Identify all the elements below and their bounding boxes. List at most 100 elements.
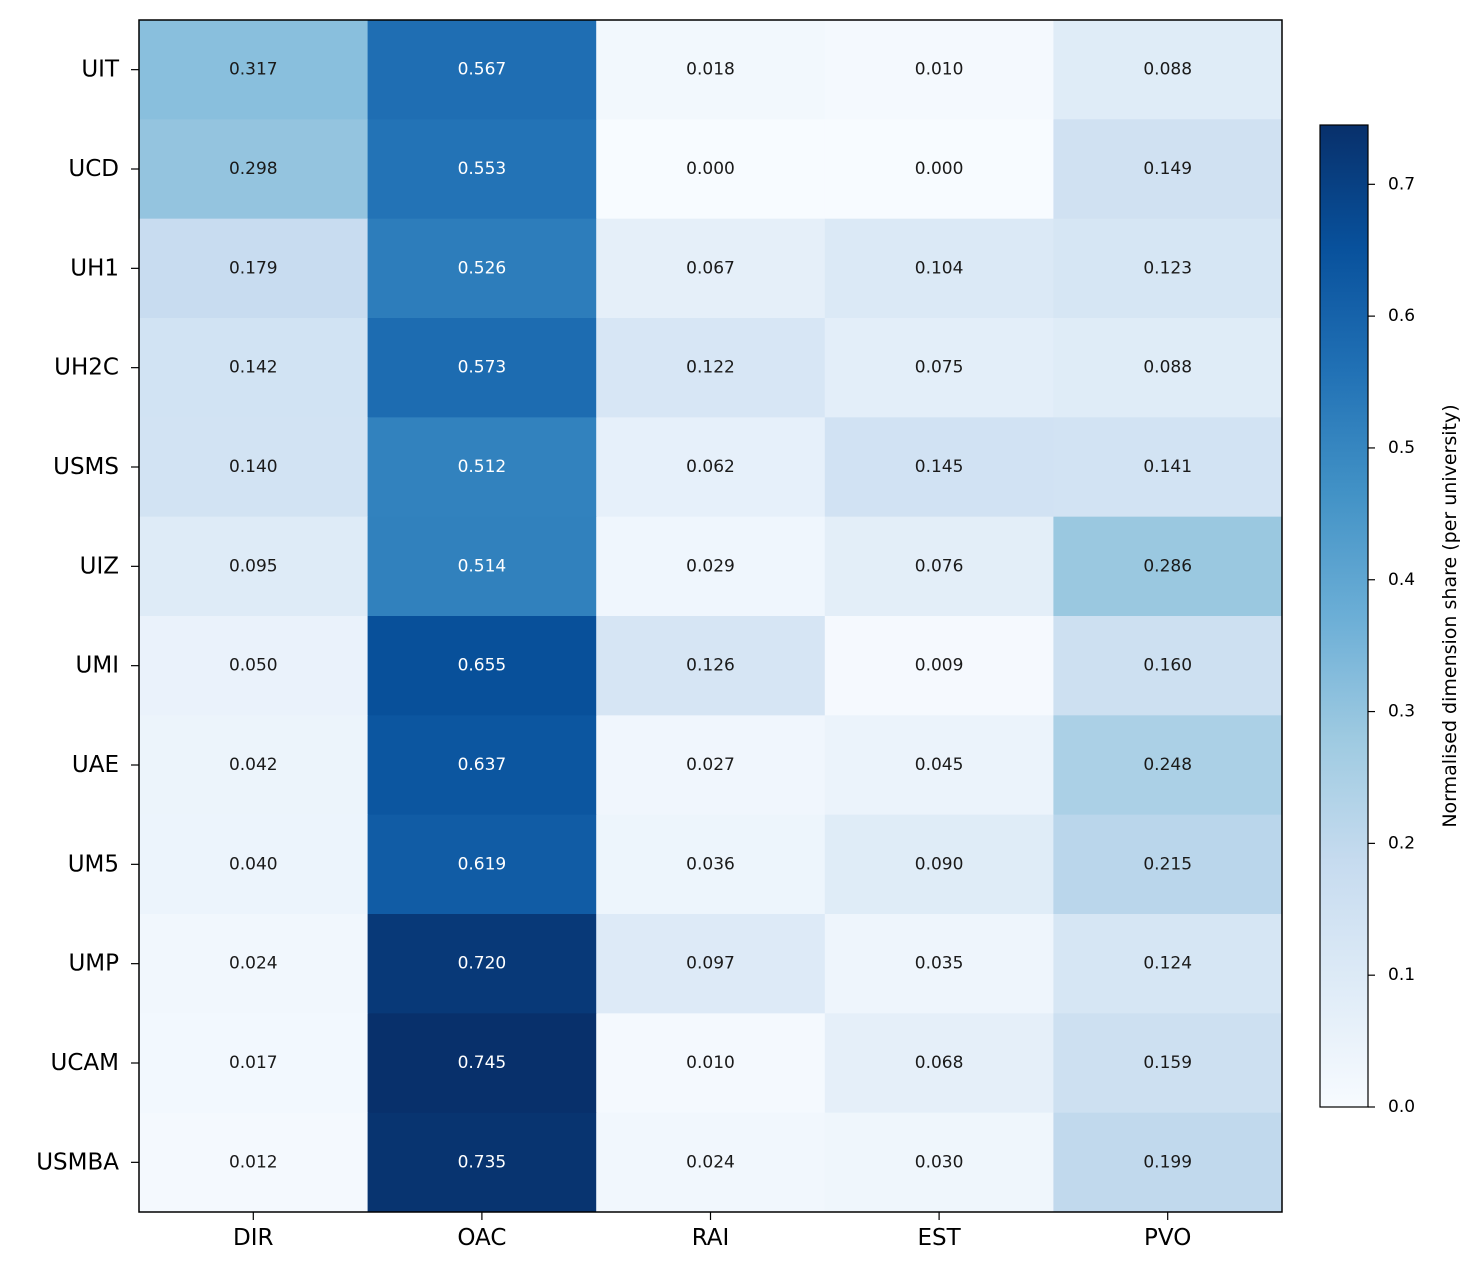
cell-value-label: 0.317 xyxy=(229,60,278,80)
y-tick-label: UCD xyxy=(68,156,119,182)
cell-value-label: 0.030 xyxy=(915,1152,964,1172)
heatmap-cell xyxy=(367,218,597,319)
heatmap-cell xyxy=(596,1013,826,1114)
heatmap-cell xyxy=(139,318,369,418)
heatmap-cell xyxy=(824,119,1054,220)
cell-value-label: 0.104 xyxy=(915,258,964,278)
heatmap-cell xyxy=(824,1112,1054,1213)
cell-value-label: 0.000 xyxy=(915,159,964,179)
heatmap-cell xyxy=(139,20,369,120)
x-axis: DIR OAC RAI EST PVO xyxy=(233,1212,1191,1251)
cell-value-label: 0.018 xyxy=(686,60,735,80)
heatmap-cell xyxy=(139,417,369,518)
heatmap-cell xyxy=(824,715,1054,816)
colorbar-tick-label: 0.5 xyxy=(1388,438,1415,458)
heatmap-cell xyxy=(139,914,369,1014)
colorbar-tick-label: 0.1 xyxy=(1388,965,1415,985)
y-tick-label: UCAM xyxy=(51,1050,119,1076)
heatmap-cell xyxy=(367,814,597,915)
cell-value-label: 0.735 xyxy=(458,1152,507,1172)
cell-value-label: 0.286 xyxy=(1143,556,1192,576)
cell-value-label: 0.012 xyxy=(229,1152,278,1172)
cell-value-label: 0.009 xyxy=(915,656,964,676)
colorbar-tick-label: 0.0 xyxy=(1388,1097,1415,1117)
x-tick-label: RAI xyxy=(692,1225,730,1251)
cell-value-label: 0.122 xyxy=(686,358,735,378)
cell-value-label: 0.215 xyxy=(1143,854,1192,874)
heatmap-cell xyxy=(139,516,369,617)
heatmap-cell xyxy=(1053,715,1283,816)
heatmap-cell xyxy=(139,1112,369,1213)
heatmap-cell xyxy=(596,814,826,915)
y-tick-label: UH1 xyxy=(70,255,119,281)
heatmap-cell xyxy=(367,914,597,1014)
heatmap-cell xyxy=(596,914,826,1014)
y-tick-label: UIZ xyxy=(80,553,119,579)
cell-value-label: 0.090 xyxy=(915,854,964,874)
cell-value-label: 0.199 xyxy=(1143,1152,1192,1172)
heatmap-cell xyxy=(1053,218,1283,319)
heatmap-cell xyxy=(367,119,597,220)
cell-value-label: 0.145 xyxy=(915,457,964,477)
heatmap-cell xyxy=(596,318,826,418)
heatmap-cell xyxy=(596,20,826,120)
heatmap-cell-labels: 0.317 0.567 0.018 0.010 0.088 0.298 0.553 0.000… xyxy=(229,60,1192,1173)
cell-value-label: 0.010 xyxy=(915,60,964,80)
cell-value-label: 0.067 xyxy=(686,258,735,278)
cell-value-label: 0.040 xyxy=(229,854,278,874)
cell-value-label: 0.123 xyxy=(1143,258,1192,278)
heatmap-cell xyxy=(367,715,597,816)
heatmap-cell xyxy=(1053,814,1283,915)
cell-value-label: 0.088 xyxy=(1143,358,1192,378)
heatmap-cell xyxy=(824,318,1054,418)
cell-value-label: 0.042 xyxy=(229,755,278,775)
cell-value-label: 0.248 xyxy=(1143,755,1192,775)
cell-value-label: 0.126 xyxy=(686,656,735,676)
heatmap-cell xyxy=(1053,616,1283,716)
y-tick-label: UIT xyxy=(81,57,120,83)
cell-value-label: 0.720 xyxy=(458,954,507,974)
cell-value-label: 0.573 xyxy=(458,358,507,378)
cell-value-label: 0.567 xyxy=(458,60,507,80)
cell-value-label: 0.141 xyxy=(1143,457,1192,477)
cell-value-label: 0.179 xyxy=(229,258,278,278)
cell-value-label: 0.553 xyxy=(458,159,507,179)
cell-value-label: 0.095 xyxy=(229,556,278,576)
cell-value-label: 0.036 xyxy=(686,854,735,874)
heatmap-cell xyxy=(824,616,1054,716)
cell-value-label: 0.075 xyxy=(915,358,964,378)
heatmap-cell xyxy=(824,914,1054,1014)
colorbar-tick-label: 0.6 xyxy=(1388,306,1415,326)
y-tick-label: UMP xyxy=(68,951,119,977)
cell-value-label: 0.027 xyxy=(686,755,735,775)
heatmap-cell xyxy=(596,516,826,617)
heatmap-cell xyxy=(596,218,826,319)
y-tick-label: USMBA xyxy=(36,1149,119,1175)
cell-value-label: 0.050 xyxy=(229,656,278,676)
cell-value-label: 0.024 xyxy=(686,1152,735,1172)
cell-value-label: 0.124 xyxy=(1143,954,1192,974)
heatmap-cell xyxy=(596,715,826,816)
heatmap-cell xyxy=(367,616,597,716)
heatmap-cell xyxy=(596,119,826,220)
cell-value-label: 0.024 xyxy=(229,954,278,974)
heatmap-cell xyxy=(1053,318,1283,418)
heatmap-cell xyxy=(367,1013,597,1114)
heatmap-cell xyxy=(1053,417,1283,518)
cell-value-label: 0.512 xyxy=(458,457,507,477)
cell-value-label: 0.017 xyxy=(229,1053,278,1073)
heatmap-cell xyxy=(139,814,369,915)
x-tick-label: PVO xyxy=(1144,1225,1191,1251)
colorbar-tick-label: 0.7 xyxy=(1388,174,1415,194)
x-tick-label: OAC xyxy=(457,1225,506,1251)
cell-value-label: 0.029 xyxy=(686,556,735,576)
y-tick-label: USMS xyxy=(53,454,119,480)
cell-value-label: 0.088 xyxy=(1143,60,1192,80)
heatmap-cell xyxy=(139,616,369,716)
y-tick-label: UMI xyxy=(76,653,119,679)
cell-value-label: 0.045 xyxy=(915,755,964,775)
heatmap-cell xyxy=(367,20,597,120)
colorbar-label: Normalised dimension share (per universi… xyxy=(1439,404,1461,827)
heatmap-cell xyxy=(139,119,369,220)
